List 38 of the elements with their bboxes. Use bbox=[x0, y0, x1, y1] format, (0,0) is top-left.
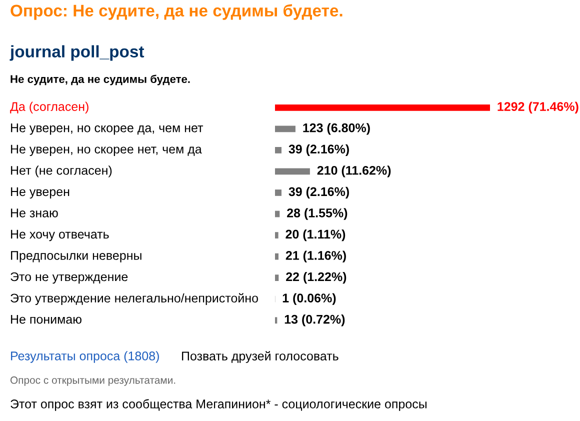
y-tick-label: Не уверен, но скорее нет, чем да bbox=[11, 144, 202, 156]
chart-title: Опрос: Не судите, да не судимы будете. bbox=[10, 4, 342, 20]
data-label: 28 (1.55%) bbox=[287, 208, 348, 220]
data-label: 1292 (71.46%) bbox=[498, 102, 578, 114]
text: Опрос с открытыми результатами. bbox=[10, 376, 176, 386]
data-label: 123 (6.80%) bbox=[303, 123, 370, 135]
text: Не судите, да не судимы будете. bbox=[10, 74, 190, 86]
bar bbox=[275, 126, 296, 132]
text: journal poll_post bbox=[10, 45, 144, 61]
bar bbox=[275, 146, 282, 154]
data-label: 20 (1.11%) bbox=[286, 229, 346, 242]
bar bbox=[275, 210, 280, 218]
data-label: 210 (11.62%) bbox=[317, 166, 391, 178]
data-label: 39 (2.16%) bbox=[288, 186, 349, 199]
bar bbox=[275, 190, 282, 196]
y-tick-label: Не уверен, но скорее да, чем нет bbox=[11, 124, 204, 135]
bar bbox=[275, 232, 278, 238]
text: Результаты опроса (1808) bbox=[11, 351, 159, 363]
y-tick-label: Нет (не согласен) bbox=[11, 166, 112, 178]
y-tick-label: Не понимаю bbox=[11, 314, 82, 324]
data-label: 39 (2.16%) bbox=[288, 144, 349, 156]
bar bbox=[275, 104, 490, 111]
data-label: 21 (1.16%) bbox=[286, 250, 346, 262]
y-tick-label: Не знаю bbox=[11, 208, 58, 218]
data-label: 22 (1.22%) bbox=[286, 272, 346, 284]
data-label: 1 (0.06%) bbox=[282, 293, 336, 305]
y-tick-label: Не хочу отвечать bbox=[11, 230, 109, 242]
y-tick-label: Это не утверждение bbox=[10, 272, 128, 284]
bar bbox=[275, 274, 279, 282]
y-tick-label: Предпосылки неверны bbox=[11, 251, 142, 262]
y-tick-label: Да (согласен) bbox=[10, 102, 88, 114]
bar bbox=[275, 253, 278, 260]
bar bbox=[275, 168, 310, 175]
y-tick-label: Не уверен bbox=[11, 187, 70, 199]
text: Позвать друзей голосовать bbox=[182, 351, 338, 363]
y-tick-label: Это утверждение нелегально/непристойно bbox=[10, 293, 258, 306]
text: Этот опрос взят из сообщества Мегапинион* - социологические опросы bbox=[10, 399, 426, 411]
data-label: 13 (0.72%) bbox=[284, 314, 345, 326]
